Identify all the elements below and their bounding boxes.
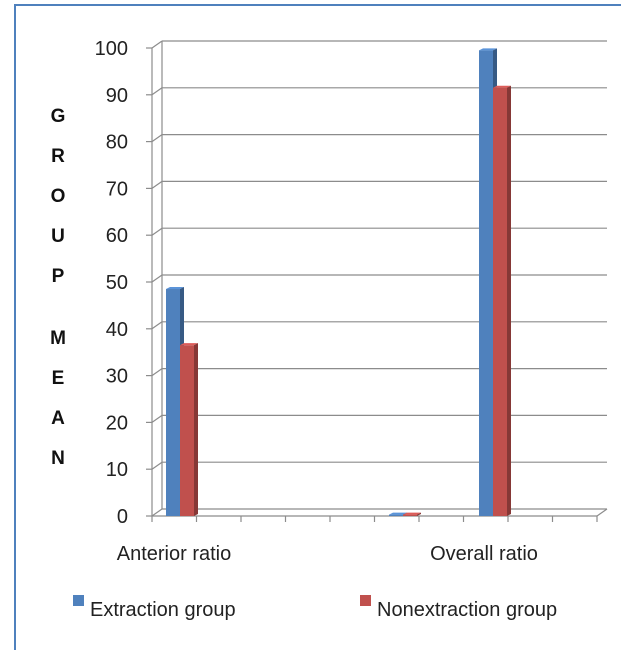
bar-front: [403, 514, 417, 516]
bar-front: [479, 50, 493, 517]
bar-1-1: [403, 512, 421, 516]
y-tick-label: 60: [106, 225, 128, 247]
y-axis-label-letter: N: [51, 448, 65, 469]
bar-top: [166, 287, 184, 290]
gridlines: [146, 40, 608, 522]
gridline-depth: [151, 87, 163, 96]
bar-side: [507, 85, 511, 516]
gridline-depth: [151, 414, 163, 423]
legend-label: Extraction group: [90, 599, 236, 621]
y-tick-label: 10: [106, 459, 128, 481]
y-axis-label-letter: O: [51, 186, 66, 207]
y-axis-label-letter: P: [52, 266, 65, 287]
bar-top: [479, 48, 497, 51]
gridline-depth: [151, 40, 163, 49]
bar-1-0: [180, 343, 198, 516]
floor-edge: [596, 508, 608, 517]
y-axis-label-letter: G: [51, 106, 66, 127]
category-label: Anterior ratio: [117, 543, 232, 565]
y-axis-label-letter: U: [51, 226, 65, 247]
legend: Extraction group Nonextraction group: [73, 595, 557, 621]
y-tick-label: 90: [106, 85, 128, 107]
legend-swatch: [360, 595, 371, 606]
y-tick-label: 40: [106, 319, 128, 341]
category-labels: Anterior ratio Overall ratio: [117, 543, 538, 565]
bar-top: [403, 512, 421, 515]
y-axis-label-letter: E: [52, 368, 65, 389]
y-axis-label-letter: A: [51, 408, 65, 429]
bar-top: [493, 85, 511, 88]
y-tick-label: 50: [106, 272, 128, 294]
bar-front: [389, 514, 403, 516]
y-axis-label-letter: R: [51, 146, 65, 167]
bar-front: [180, 345, 194, 516]
gridline-depth: [151, 227, 163, 236]
y-tick-label: 30: [106, 366, 128, 388]
chart-frame: [14, 4, 621, 650]
category-label: Overall ratio: [430, 543, 538, 565]
gridline-depth: [151, 274, 163, 283]
bar-front: [493, 87, 507, 516]
gridline-depth: [151, 134, 163, 143]
y-tick-label: 20: [106, 412, 128, 434]
gridline-depth: [151, 461, 163, 470]
y-tick-label: 0: [117, 506, 128, 528]
legend-label: Nonextraction group: [377, 599, 557, 621]
bar-top: [180, 343, 198, 346]
gridline-depth: [151, 321, 163, 330]
bars: [166, 48, 511, 517]
gridline-depth: [151, 508, 163, 517]
legend-swatch: [73, 595, 84, 606]
bar-1-2: [493, 85, 511, 516]
y-tick-label: 100: [95, 38, 128, 60]
bar-side: [194, 343, 198, 516]
bar-front: [166, 289, 180, 516]
y-tick-label: 80: [106, 132, 128, 154]
y-tick-label: 70: [106, 178, 128, 200]
gridline-depth: [151, 368, 163, 377]
y-axis-label-letter: M: [50, 328, 66, 349]
y-tick-labels: 0 10 20 30 40 50 60 70 80 90 100: [95, 38, 128, 528]
bar-top: [389, 512, 407, 515]
bar-side: [417, 512, 421, 516]
gridline-depth: [151, 180, 163, 189]
